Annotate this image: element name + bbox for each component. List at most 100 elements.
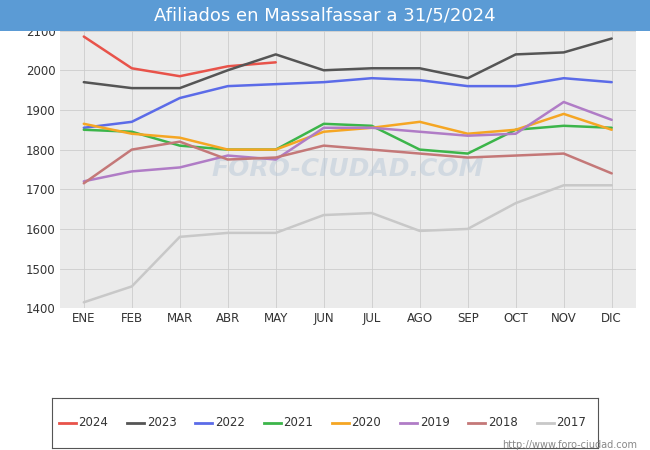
- 2023: [272, 52, 280, 57]
- Line: 2017: 2017: [84, 185, 612, 302]
- 2020: [224, 147, 231, 152]
- 2017: [512, 200, 519, 206]
- 2022: [608, 80, 616, 85]
- 2019: [176, 165, 184, 170]
- 2017: [560, 183, 567, 188]
- 2019: [272, 157, 280, 162]
- 2021: [560, 123, 567, 129]
- 2020: [464, 131, 472, 136]
- 2022: [416, 77, 424, 83]
- 2022: [176, 95, 184, 101]
- 2018: [80, 180, 88, 186]
- 2022: [512, 83, 519, 89]
- 2020: [80, 121, 88, 126]
- 2021: [176, 143, 184, 148]
- 2017: [128, 284, 136, 289]
- 2024: [128, 66, 136, 71]
- 2018: [464, 155, 472, 160]
- 2021: [512, 127, 519, 132]
- 2017: [320, 212, 328, 218]
- 2022: [272, 81, 280, 87]
- 2022: [560, 76, 567, 81]
- 2023: [176, 86, 184, 91]
- 2022: [224, 83, 231, 89]
- 2020: [608, 127, 616, 132]
- 2017: [368, 210, 376, 216]
- 2024: [80, 34, 88, 39]
- 2023: [368, 66, 376, 71]
- 2023: [464, 76, 472, 81]
- 2020: [512, 127, 519, 132]
- 2023: [512, 52, 519, 57]
- 2017: [80, 300, 88, 305]
- 2024: [272, 60, 280, 65]
- 2018: [416, 151, 424, 156]
- 2022: [128, 119, 136, 125]
- 2022: [464, 83, 472, 89]
- 2021: [416, 147, 424, 152]
- 2017: [416, 228, 424, 234]
- 2018: [128, 147, 136, 152]
- 2018: [224, 157, 231, 162]
- Line: 2022: 2022: [84, 78, 612, 128]
- 2018: [176, 139, 184, 144]
- 2020: [416, 119, 424, 125]
- 2018: [272, 155, 280, 160]
- Line: 2020: 2020: [84, 114, 612, 149]
- 2023: [224, 68, 231, 73]
- 2018: [512, 153, 519, 158]
- 2018: [560, 151, 567, 156]
- Text: Afiliados en Massalfassar a 31/5/2024: Afiliados en Massalfassar a 31/5/2024: [154, 6, 496, 24]
- Text: 2024: 2024: [79, 417, 109, 429]
- Text: FORO-CIUDAD.COM: FORO-CIUDAD.COM: [211, 158, 484, 181]
- 2023: [608, 36, 616, 41]
- 2023: [560, 50, 567, 55]
- 2017: [224, 230, 231, 236]
- Text: 2022: 2022: [215, 417, 245, 429]
- 2018: [320, 143, 328, 148]
- 2017: [272, 230, 280, 236]
- 2021: [608, 125, 616, 130]
- Text: 2023: 2023: [147, 417, 177, 429]
- 2019: [128, 169, 136, 174]
- 2021: [272, 147, 280, 152]
- Text: http://www.foro-ciudad.com: http://www.foro-ciudad.com: [502, 440, 637, 450]
- 2021: [464, 151, 472, 156]
- 2021: [320, 121, 328, 126]
- Line: 2018: 2018: [84, 142, 612, 183]
- 2023: [128, 86, 136, 91]
- Text: 2018: 2018: [488, 417, 518, 429]
- 2021: [368, 123, 376, 129]
- 2019: [464, 133, 472, 139]
- 2020: [128, 131, 136, 136]
- 2017: [464, 226, 472, 232]
- 2023: [416, 66, 424, 71]
- Line: 2024: 2024: [84, 36, 276, 76]
- 2017: [176, 234, 184, 239]
- 2018: [368, 147, 376, 152]
- 2022: [80, 125, 88, 130]
- 2022: [368, 76, 376, 81]
- 2019: [416, 129, 424, 135]
- 2020: [560, 111, 567, 117]
- 2024: [224, 63, 231, 69]
- 2020: [272, 147, 280, 152]
- Text: 2017: 2017: [556, 417, 586, 429]
- 2021: [80, 127, 88, 132]
- 2021: [128, 129, 136, 135]
- 2019: [560, 99, 567, 105]
- Text: 2021: 2021: [283, 417, 313, 429]
- 2019: [368, 125, 376, 130]
- Line: 2019: 2019: [84, 102, 612, 181]
- 2019: [80, 179, 88, 184]
- 2023: [80, 80, 88, 85]
- 2022: [320, 80, 328, 85]
- 2020: [176, 135, 184, 140]
- Text: 2019: 2019: [420, 417, 450, 429]
- 2019: [320, 125, 328, 130]
- Line: 2021: 2021: [84, 124, 612, 153]
- 2019: [608, 117, 616, 122]
- Line: 2023: 2023: [84, 39, 612, 88]
- 2021: [224, 147, 231, 152]
- 2019: [224, 153, 231, 158]
